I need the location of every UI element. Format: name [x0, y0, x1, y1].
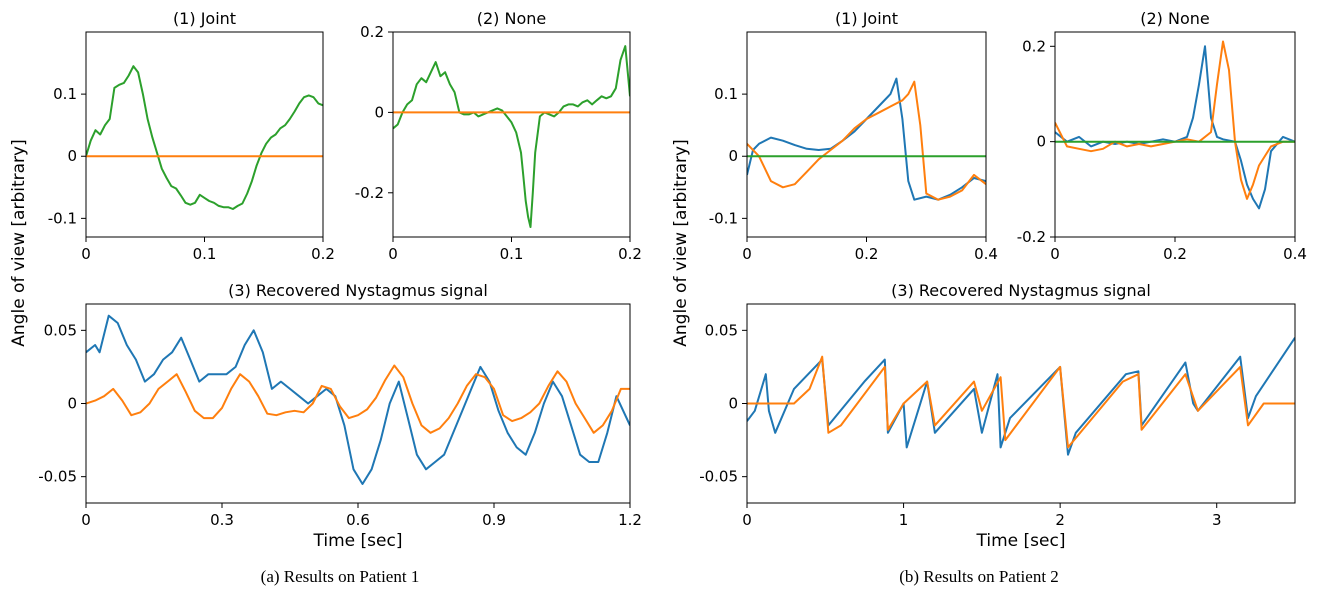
x-axis-label: Time [sec] [313, 531, 403, 551]
y-tick-label: -0.2 [355, 184, 384, 202]
series-line-orange [86, 364, 630, 434]
x-tick-label: 0.2 [618, 245, 642, 263]
y-tick-label: 0.05 [44, 321, 77, 339]
y-tick-label: 0.05 [705, 321, 738, 339]
y-tick-label: 0.1 [714, 85, 738, 103]
x-tick-label: 0.4 [1283, 245, 1307, 263]
y-tick-label: 0.2 [1022, 37, 1046, 55]
x-tick-label: 2 [1055, 511, 1065, 529]
x-tick-label: 0 [81, 511, 91, 529]
y-tick-label: 0 [67, 395, 77, 413]
x-tick-label: 0.9 [482, 511, 506, 529]
caption-patient-2: (b) Results on Patient 2 [899, 567, 1059, 586]
series-line-green [86, 65, 323, 210]
x-tick-label: 0.2 [1163, 245, 1187, 263]
y-axis-label-patient-2: Angle of view [arbitrary] [671, 139, 691, 346]
panel-p1_recovered: 0 0.3 0.6 0.9 1.2 -0.05 0 0.05 (3) Recovered Nys… [38, 281, 642, 551]
y-tick-label: 0 [1036, 133, 1046, 151]
y-tick-label: -0.2 [1017, 228, 1046, 246]
panel-p2_recovered: 0 1 2 3 -0.05 0 0.05 (3) Recovered Nystagmus si… [699, 281, 1296, 551]
panel-p2_none: 0 0.2 0.4-0.200.2(2) None [1017, 9, 1307, 263]
x-tick-label: 0.1 [500, 245, 524, 263]
caption-patient-1: (a) Results on Patient 1 [260, 567, 420, 586]
series-line-orange [747, 355, 1295, 449]
axes-frame [85, 303, 631, 504]
y-tick-label: -0.05 [38, 468, 77, 486]
y-tick-label: 0 [728, 395, 738, 413]
x-tick-label: 0 [742, 245, 752, 263]
x-tick-label: 0 [1050, 245, 1060, 263]
y-tick-label: -0.1 [48, 209, 77, 227]
panel-title: (2) None [477, 9, 547, 28]
series-line-blue [747, 77, 986, 201]
panel-p2_joint: 0 0.2 0.4-0.100.1(1) Joint [709, 9, 998, 263]
y-tick-label: 0 [728, 147, 738, 165]
panel-p1_none: 0 0.1 0.2 -0.2 0 0.2 (2) None [355, 9, 642, 263]
axes-frame [746, 31, 987, 238]
y-tick-label: -0.1 [709, 209, 738, 227]
series-line-orange [747, 80, 986, 201]
series-line-blue [86, 314, 630, 485]
y-tick-label: 0.1 [53, 85, 77, 103]
axes-frame [85, 31, 324, 238]
axes-frame [392, 31, 631, 238]
series-line-orange [1055, 40, 1295, 200]
panel-title: (3) Recovered Nystagmus signal [228, 281, 488, 300]
x-tick-label: 0 [388, 245, 398, 263]
y-tick-label: 0 [374, 103, 384, 121]
x-axis-label: Time [sec] [976, 531, 1066, 551]
x-tick-label: 0.4 [974, 245, 998, 263]
panel-title: (1) Joint [173, 9, 236, 28]
x-tick-label: 0 [742, 511, 752, 529]
y-tick-label: 0.2 [360, 23, 384, 41]
y-tick-label: 0 [67, 147, 77, 165]
x-tick-label: 3 [1212, 511, 1222, 529]
y-tick-label: -0.05 [699, 468, 738, 486]
panel-title: (2) None [1140, 9, 1210, 28]
axes-frame [746, 303, 1296, 504]
panel-title: (1) Joint [835, 9, 898, 28]
x-tick-label: 0 [81, 245, 91, 263]
x-tick-label: 0.2 [311, 245, 335, 263]
x-tick-label: 0.1 [193, 245, 217, 263]
panel-title: (3) Recovered Nystagmus signal [891, 281, 1151, 300]
series-line-green [393, 45, 630, 228]
x-tick-label: 0.3 [210, 511, 234, 529]
panel-p1_joint: 0 0.1 0.2-0.100.1(1) Joint [48, 9, 335, 263]
y-axis-label-patient-1: Angle of view [arbitrary] [9, 139, 29, 346]
x-tick-label: 0.2 [855, 245, 879, 263]
series-line-blue [1055, 45, 1295, 210]
x-tick-label: 0.6 [346, 511, 370, 529]
x-tick-label: 1.2 [618, 511, 642, 529]
x-tick-label: 1 [899, 511, 909, 529]
